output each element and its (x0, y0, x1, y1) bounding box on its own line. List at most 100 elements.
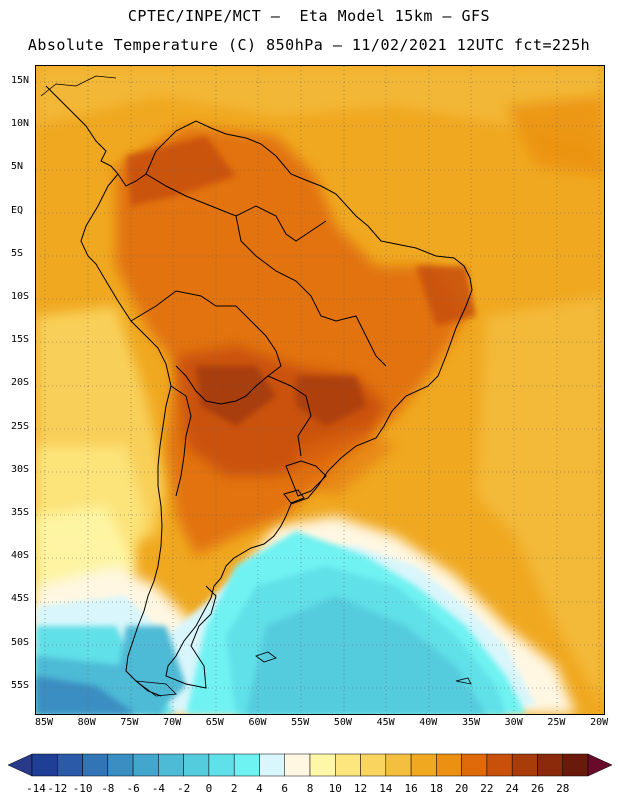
legend-label: -8 (101, 782, 115, 795)
field-east-atlantic-14-16 (476, 296, 604, 706)
legend-label: 4 (256, 782, 263, 795)
rio-de-la-plata (283, 489, 305, 504)
legend-label: 8 (306, 782, 314, 795)
legend-label: 0 (205, 782, 213, 795)
legend-swatch (284, 753, 311, 777)
lon-label-35W: 35W (461, 717, 481, 728)
legend-swatch (335, 753, 361, 777)
legend-swatch (562, 753, 589, 777)
map-title-line-2: Absolute Temperature (C) 850hPa – 11/02/… (27, 36, 591, 54)
legend-label: -10 (72, 782, 93, 795)
lat-label-5S: 5S (11, 247, 24, 259)
lon-label-80W: 80W (77, 717, 96, 728)
legend-swatch (511, 753, 538, 777)
legend-label: 14 (379, 782, 393, 795)
border-chile-argentina (170, 385, 192, 497)
lon-label-50W: 50W (333, 717, 352, 728)
legend-label: 16 (404, 782, 418, 795)
lat-label-30S: 30S (11, 463, 30, 475)
lon-label-30W: 30W (504, 717, 523, 728)
field-south-minus2-0 (246, 596, 486, 714)
falklands (255, 651, 277, 663)
lon-label-75W: 75W (120, 717, 139, 728)
legend-label: 6 (281, 782, 289, 795)
pacific-coast (80, 173, 172, 697)
lat-label-50S: 50S (11, 636, 30, 648)
legend-label: -6 (126, 782, 140, 795)
coastline (45, 85, 473, 697)
lat-label-15S: 15S (11, 334, 30, 346)
legend-swatch (107, 753, 134, 777)
lat-label-10N: 10N (11, 118, 30, 130)
legend-swatch (82, 753, 109, 777)
lon-label-55W: 55W (291, 717, 310, 728)
lat-label-10S: 10S (11, 291, 30, 302)
legend-swatch (158, 753, 184, 777)
legend-swatch (208, 753, 235, 777)
temperature-field (36, 66, 604, 714)
legend-label: -4 (151, 782, 165, 795)
legend-swatch (461, 753, 488, 777)
field-sw-minus8 (36, 676, 136, 714)
field-north-14-16 (36, 66, 604, 146)
legend-swatch (31, 753, 58, 777)
legend-label: 18 (429, 782, 443, 795)
legend-swatch (259, 753, 285, 777)
legend-arrow-high (587, 753, 613, 777)
atlantic-coast (45, 85, 473, 689)
lat-label-EQ: EQ (11, 204, 24, 216)
lon-label-40W: 40W (419, 717, 438, 728)
border-peru-bolivia (130, 290, 282, 405)
border-paraguay (267, 375, 312, 457)
legend-arrow-low (7, 753, 33, 777)
legend-swatch (57, 753, 83, 777)
legend-swatch (436, 753, 462, 777)
legend-swatch (132, 753, 159, 777)
field-ne-18-20 (506, 96, 604, 176)
lon-label-60W: 60W (248, 717, 267, 728)
tierra-del-fuego (134, 680, 177, 697)
legend-swatch (410, 753, 437, 777)
lat-label-45S: 45S (11, 593, 30, 605)
border-brazil-west (235, 215, 387, 367)
legend-swatch (309, 753, 336, 777)
legend-label: 24 (505, 782, 519, 795)
legend-label: 20 (455, 782, 469, 795)
temperature-map[interactable] (35, 65, 605, 715)
islands (40, 75, 472, 697)
lon-label-45W: 45W (376, 717, 395, 728)
lat-label-25S: 25S (11, 420, 30, 432)
lon-label-70W: 70W (163, 717, 182, 728)
caribbean-coast (40, 75, 117, 97)
lon-label-85W: 85W (34, 717, 54, 728)
legend-label: 12 (353, 782, 368, 795)
legend-swatch (537, 753, 563, 777)
legend-swatch (360, 753, 387, 777)
map-title-line-1: CPTEC/INPE/MCT – Eta Model 15km – GFS (127, 7, 491, 25)
field-south-brazil (296, 426, 396, 496)
legend-label: 22 (480, 782, 494, 795)
border-uruguay (285, 460, 327, 497)
legend-label: -2 (177, 782, 191, 795)
lon-label-65W: 65W (205, 717, 224, 728)
legend-swatch (233, 753, 260, 777)
legend-label: 2 (230, 782, 238, 795)
legend-label: 10 (328, 782, 342, 795)
lat-label-5N: 5N (11, 161, 24, 173)
south-georgia (455, 677, 472, 685)
legend-label: -14 (26, 782, 46, 795)
legend-swatch (183, 753, 210, 777)
lat-label-15N: 15N (11, 75, 30, 86)
lon-label-20W: 20W (590, 717, 609, 728)
lon-label-25W: 25W (547, 717, 566, 728)
legend-swatch (486, 753, 513, 777)
lat-label-40S: 40S (11, 550, 30, 562)
field-core-east-24-26 (296, 376, 366, 426)
lat-label-35S: 35S (11, 507, 30, 518)
legend-label: 26 (530, 782, 545, 795)
lat-label-20S: 20S (11, 377, 30, 389)
color-legend (7, 753, 613, 777)
field-patagonia-minus4 (116, 626, 186, 714)
field-ne-brazil-hot (416, 266, 476, 326)
field-north-hot (126, 136, 236, 206)
